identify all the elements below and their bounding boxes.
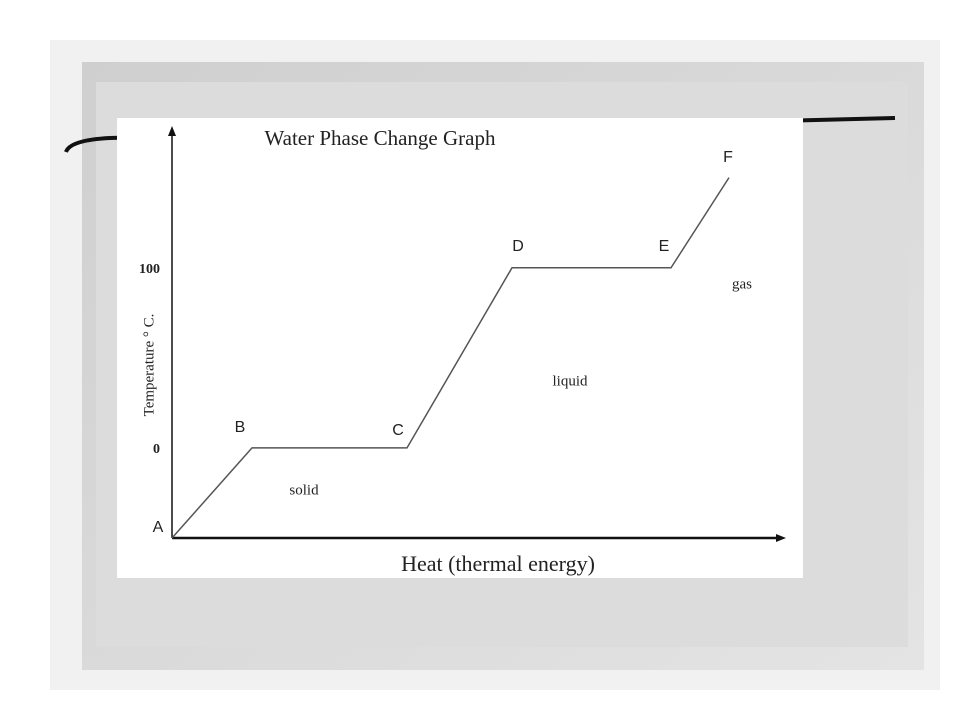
phase-line	[171, 177, 730, 539]
point-label: E	[659, 238, 670, 255]
y-axis-label: Temperature ° C.	[141, 314, 157, 417]
point-label: F	[723, 149, 733, 166]
point-label: A	[153, 519, 164, 536]
x-axis-label: Heat (thermal energy)	[401, 551, 595, 576]
point-label: C	[392, 422, 404, 439]
y-tick-label: 100	[139, 262, 160, 277]
region-label: liquid	[552, 373, 588, 389]
chart-title: Water Phase Change Graph	[265, 126, 496, 150]
region-label: solid	[289, 482, 319, 498]
y-axis-arrow	[168, 126, 176, 136]
point-label: B	[235, 419, 246, 436]
region-label: gas	[732, 276, 752, 292]
chart: Water Phase Change Graph Heat (thermal e…	[139, 126, 786, 576]
black-stroke	[64, 116, 896, 153]
chart-area	[117, 118, 803, 578]
point-label: D	[512, 238, 524, 255]
x-axis-arrow	[776, 534, 786, 542]
y-tick-label: 0	[153, 442, 160, 457]
